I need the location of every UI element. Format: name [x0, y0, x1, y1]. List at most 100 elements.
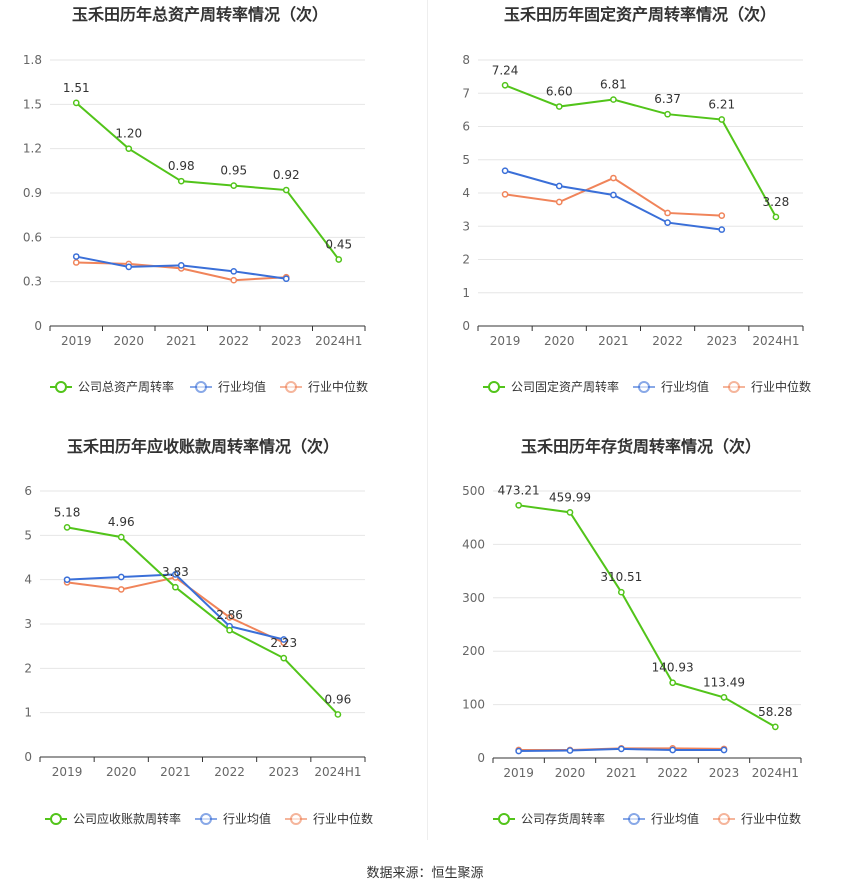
y-tick-label: 3	[24, 617, 32, 631]
y-tick-label: 8	[462, 53, 470, 67]
data-label: 2.23	[270, 636, 297, 650]
chart-svg: 玉禾田历年固定资产周转率情况（次） 0 1 2 3 4 5 6 7 8 2019 2020 2021 20…	[462, 5, 811, 394]
data-label: 1.20	[115, 127, 142, 141]
data-label: 459.99	[549, 490, 591, 504]
data-point	[501, 190, 509, 198]
data-point	[63, 576, 71, 584]
legend-marker	[498, 813, 510, 825]
legend-marker	[628, 813, 640, 825]
y-tick-label: 500	[462, 484, 485, 498]
y-tick-label: 200	[462, 644, 485, 658]
data-point	[501, 81, 509, 89]
data-point	[335, 256, 343, 263]
y-tick-label: 1.2	[23, 142, 42, 156]
y-tick-label: 2	[24, 661, 32, 675]
y-tick-label: 400	[462, 537, 485, 551]
data-label: 6.81	[600, 78, 627, 92]
x-tick-label: 2021	[166, 334, 197, 348]
legend-marker	[728, 381, 740, 393]
data-point	[566, 747, 574, 754]
legend-label: 行业均值	[223, 811, 271, 826]
y-tick-label: 7	[462, 86, 470, 100]
data-point	[669, 746, 677, 754]
data-label: 0.95	[220, 164, 247, 178]
series-line	[504, 84, 777, 218]
legend-marker	[200, 813, 212, 825]
data-point	[718, 226, 726, 233]
x-tick-label: 2019	[490, 334, 521, 348]
data-point	[226, 614, 233, 621]
data-point	[72, 253, 80, 260]
legend-item: 行业均值	[623, 811, 699, 826]
data-point	[230, 276, 238, 284]
data-point	[617, 588, 625, 596]
x-tick-label: 2019	[503, 766, 534, 780]
chart-title: 玉禾田历年固定资产周转率情况（次）	[504, 5, 776, 24]
data-point	[555, 182, 563, 190]
series-line	[75, 102, 340, 261]
data-point	[664, 110, 671, 118]
data-label: 5.18	[54, 505, 81, 519]
y-tick-label: 5	[462, 153, 470, 167]
legend-label: 公司应收账款周转率	[73, 811, 181, 826]
data-point	[117, 533, 125, 541]
data-point	[772, 213, 780, 221]
legend-marker	[638, 381, 650, 393]
data-point	[664, 209, 671, 217]
legend-label: 行业中位数	[313, 811, 373, 826]
data-label: 473.21	[498, 483, 540, 497]
data-point	[515, 501, 523, 509]
data-point	[617, 745, 625, 753]
data-point	[501, 167, 509, 175]
y-tick-label: 4	[462, 186, 470, 200]
data-label: 0.45	[325, 238, 352, 252]
chart-receivable-turnover: 玉禾田历年应收账款周转率情况（次） 0 1 2 3 4 5 6 2019 2020 2021 2022…	[0, 430, 425, 860]
data-point	[172, 583, 179, 591]
y-tick-label: 0	[477, 751, 485, 765]
data-label: 4.96	[108, 515, 135, 529]
data-label: 140.93	[652, 661, 694, 675]
y-tick-label: 100	[462, 698, 485, 712]
chart-title: 玉禾田历年存货周转率情况（次）	[521, 437, 761, 456]
y-tick-label: 1.5	[23, 97, 42, 111]
legend-label: 行业中位数	[308, 379, 368, 394]
data-label: 0.98	[168, 159, 195, 173]
data-point	[515, 747, 523, 755]
data-label: 2.86	[216, 608, 243, 622]
data-point	[125, 263, 133, 271]
y-tick-label: 6	[462, 120, 470, 134]
data-point	[610, 191, 617, 199]
legend-item: 行业中位数	[285, 811, 373, 826]
x-tick-label: 2022	[218, 334, 249, 348]
chart-total-asset-turnover: 玉禾田历年总资产周转率情况（次） 0 0.3 0.6 0.9 1.2 1.5 1.8 2019 2…	[0, 0, 425, 430]
chart-svg: 玉禾田历年应收账款周转率情况（次） 0 1 2 3 4 5 6 2019 2020 2021 2022…	[24, 437, 373, 826]
chart-fixed-asset-turnover: 玉禾田历年固定资产周转率情况（次） 0 1 2 3 4 5 6 7 8 2019 2020 2021 20…	[428, 0, 850, 430]
data-label: 113.49	[703, 675, 745, 689]
legend-item: 行业均值	[190, 379, 266, 394]
data-point	[555, 198, 563, 206]
y-tick-label: 2	[462, 253, 470, 267]
x-tick-label: 2024H1	[314, 765, 361, 779]
y-tick-label: 0.6	[23, 230, 42, 244]
data-label: 7.24	[492, 63, 519, 77]
data-point	[177, 177, 185, 185]
data-label: 6.21	[708, 98, 735, 112]
data-point	[125, 145, 133, 153]
y-tick-label: 0.3	[23, 275, 42, 289]
legend-marker	[488, 381, 500, 393]
data-point	[226, 626, 233, 634]
data-point	[172, 570, 179, 578]
x-tick-label: 2022	[652, 334, 683, 348]
legend-item: 行业中位数	[723, 379, 811, 394]
legend-label: 行业均值	[218, 379, 266, 394]
data-point	[230, 182, 238, 189]
legend-marker	[55, 381, 67, 393]
chart-title: 玉禾田历年应收账款周转率情况（次）	[67, 437, 339, 456]
data-point	[280, 636, 288, 643]
y-tick-label: 1	[24, 706, 32, 720]
chart-svg: 玉禾田历年总资产周转率情况（次） 0 0.3 0.6 0.9 1.2 1.5 1.8 2019 2…	[23, 5, 368, 394]
y-tick-label: 4	[24, 573, 32, 587]
data-point	[720, 746, 728, 754]
data-label: 0.96	[325, 692, 352, 706]
legend-item: 公司固定资产周转率	[483, 379, 619, 394]
